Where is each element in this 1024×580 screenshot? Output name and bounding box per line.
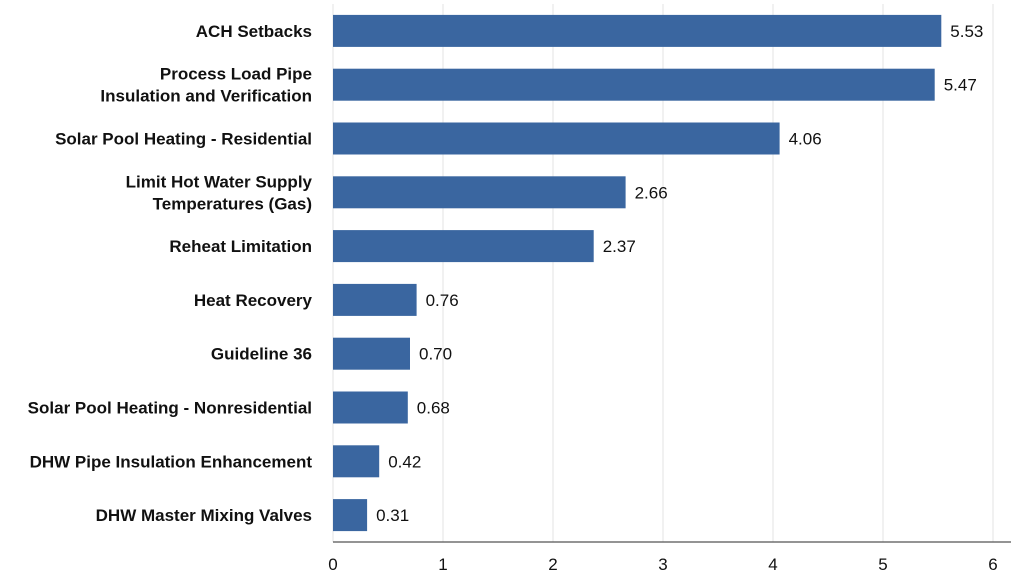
value-label: 2.66 <box>635 183 668 202</box>
value-label: 0.31 <box>376 506 409 525</box>
bar <box>333 445 380 478</box>
value-label: 2.37 <box>603 237 636 256</box>
value-label: 0.42 <box>388 452 421 471</box>
bar <box>333 391 408 424</box>
value-label: 0.76 <box>426 291 459 310</box>
category-label: ACH Setbacks <box>196 22 312 41</box>
bar <box>333 337 410 370</box>
value-label: 5.47 <box>944 76 977 95</box>
bar <box>333 230 594 263</box>
category-label: Guideline 36 <box>211 345 312 364</box>
category-label: Process Load Pipe Insulation and Verifica… <box>100 65 312 106</box>
value-labels: 5.53 5.47 4.06 2.66 2.37 0.76 0.70 0.68 0.42 0.31 <box>376 22 983 525</box>
x-tick-label: 1 <box>438 555 447 574</box>
bar <box>333 176 626 209</box>
value-label: 5.53 <box>950 22 983 41</box>
bar <box>333 499 368 532</box>
x-tick-label: 5 <box>878 555 887 574</box>
category-label: DHW Master Mixing Valves <box>96 506 312 525</box>
bar <box>333 122 780 155</box>
category-label: Reheat Limitation <box>169 237 312 256</box>
bar <box>333 68 935 101</box>
bars <box>333 14 942 532</box>
x-tick-label: 3 <box>658 555 667 574</box>
bar <box>333 14 942 47</box>
x-tick-label: 2 <box>548 555 557 574</box>
x-tick-label: 6 <box>988 555 997 574</box>
category-label: Limit Hot Water Supply Temperatures (Gas) <box>126 172 313 213</box>
x-axis-ticks: 0 1 2 3 4 5 6 <box>328 555 997 574</box>
value-label: 4.06 <box>789 130 822 149</box>
category-label: Solar Pool Heating - Residential <box>55 130 312 149</box>
category-label: DHW Pipe Insulation Enhancement <box>30 452 313 471</box>
x-tick-label: 0 <box>328 555 337 574</box>
x-tick-label: 4 <box>768 555 777 574</box>
value-label: 0.68 <box>417 399 450 418</box>
category-label: Solar Pool Heating - Nonresidential <box>28 399 312 418</box>
category-label: Heat Recovery <box>194 291 313 310</box>
value-label: 0.70 <box>419 345 452 364</box>
category-labels: ACH Setbacks Process Load Pipe Insulation … <box>28 22 313 525</box>
bar <box>333 283 417 316</box>
